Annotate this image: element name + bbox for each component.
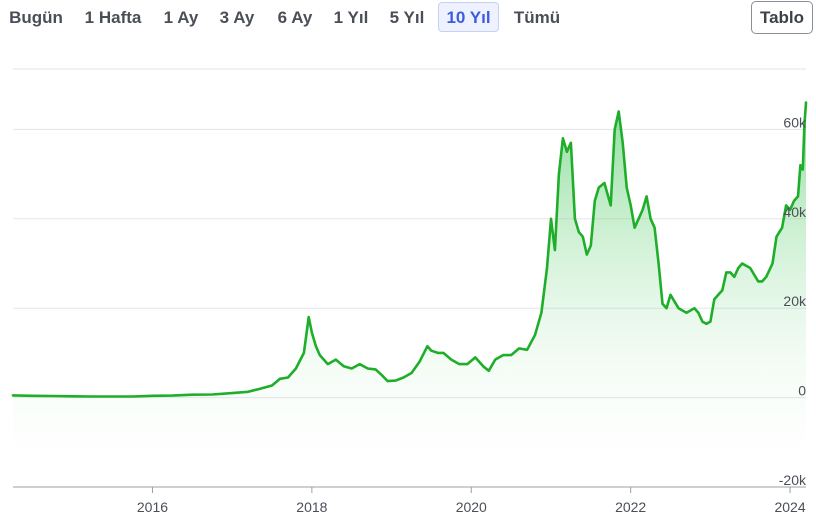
range-button-10-yil[interactable]: 10 Yıl [438, 2, 499, 32]
series-area-fill [13, 102, 806, 487]
range-button-tumu[interactable]: Tümü [513, 8, 561, 27]
y-tick-label: 0 [798, 383, 806, 399]
x-axis: 2016 2018 2020 2022 2024 [13, 486, 806, 515]
y-tick-label: 60k [783, 114, 807, 130]
range-button-6-ay[interactable]: 6 Ay [277, 8, 313, 27]
y-tick-label: -20k [779, 472, 807, 488]
range-button-1-hafta[interactable]: 1 Hafta [84, 8, 142, 27]
table-view-button[interactable]: Tablo [751, 1, 813, 34]
x-tick-label: 2022 [615, 499, 646, 515]
x-tick-label: 2016 [137, 499, 168, 515]
y-tick-label: 20k [783, 293, 807, 309]
range-button-1-yil[interactable]: 1 Yıl [333, 8, 369, 27]
y-axis-labels: -20k 0 20k 40k 60k [779, 114, 807, 488]
y-tick-label: 40k [783, 204, 807, 220]
range-button-5-yil[interactable]: 5 Yıl [389, 8, 425, 27]
x-tick-label: 2020 [456, 499, 487, 515]
range-button-1-ay[interactable]: 1 Ay [163, 8, 199, 27]
x-tick-label: 2018 [296, 499, 327, 515]
chart-area [11, 101, 808, 487]
series-line [11, 101, 808, 398]
range-button-bugun[interactable]: Bugün [9, 8, 63, 27]
time-range-selector: Bugün 1 Hafta 1 Ay 3 Ay 6 Ay 1 Yıl 5 Yıl… [0, 0, 560, 36]
range-button-3-ay[interactable]: 3 Ay [219, 8, 255, 27]
x-tick-label: 2024 [774, 499, 805, 515]
